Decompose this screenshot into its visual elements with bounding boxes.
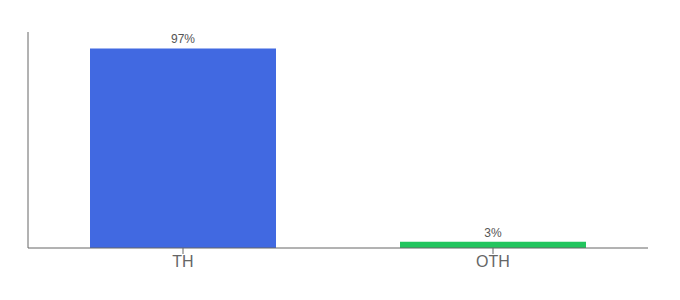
svg-text:TH: TH [172, 253, 193, 270]
svg-text:97%: 97% [171, 32, 195, 46]
svg-text:3%: 3% [484, 226, 502, 240]
svg-text:OTH: OTH [476, 253, 510, 270]
